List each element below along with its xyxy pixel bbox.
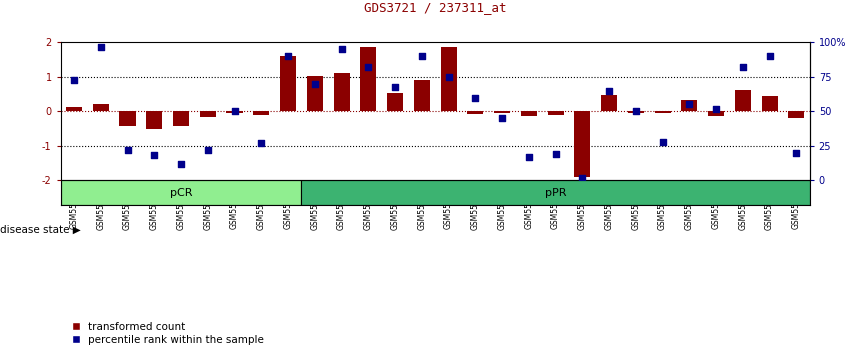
Point — [469, 95, 482, 101]
Bar — [628, 112, 643, 113]
Point — [763, 53, 777, 59]
Bar — [547, 112, 564, 115]
Text: GDS3721 / 237311_at: GDS3721 / 237311_at — [364, 1, 507, 14]
Point — [656, 139, 669, 144]
Point — [522, 154, 536, 160]
Point — [307, 81, 321, 87]
Bar — [253, 112, 269, 115]
Point — [67, 77, 81, 82]
Bar — [280, 56, 296, 112]
Point — [602, 88, 616, 93]
Text: pCR: pCR — [170, 188, 192, 198]
Bar — [301, 180, 810, 205]
Bar — [494, 112, 510, 113]
Bar — [333, 73, 350, 112]
Bar — [708, 112, 724, 115]
Point — [495, 115, 509, 121]
Point — [361, 64, 375, 70]
Text: disease state ▶: disease state ▶ — [0, 225, 81, 235]
Point — [575, 175, 589, 180]
Bar — [120, 112, 135, 126]
Bar — [601, 95, 617, 112]
Bar — [655, 112, 670, 113]
Point — [174, 161, 188, 167]
Bar — [574, 112, 591, 177]
Bar — [788, 112, 805, 118]
Bar — [61, 180, 301, 205]
Bar — [682, 100, 697, 112]
Text: pPR: pPR — [545, 188, 566, 198]
Bar — [761, 96, 778, 112]
Bar — [93, 104, 109, 112]
Bar — [468, 112, 483, 114]
Bar — [146, 112, 162, 129]
Point — [94, 44, 107, 50]
Point — [334, 46, 348, 52]
Point — [736, 64, 750, 70]
Bar — [414, 80, 430, 112]
Point — [388, 84, 402, 90]
Point — [629, 109, 643, 114]
Point — [201, 147, 215, 153]
Point — [442, 74, 456, 80]
Point — [255, 140, 268, 146]
Bar — [360, 47, 377, 112]
Bar — [307, 76, 323, 112]
Bar — [520, 112, 537, 115]
Bar — [173, 112, 189, 126]
Point — [709, 106, 723, 112]
Point — [228, 109, 242, 114]
Point — [549, 151, 563, 157]
Point — [120, 147, 134, 153]
Point — [790, 150, 804, 155]
Point — [281, 53, 295, 59]
Bar — [734, 90, 751, 112]
Legend: transformed count, percentile rank within the sample: transformed count, percentile rank withi… — [66, 317, 268, 349]
Bar — [66, 107, 82, 112]
Bar — [200, 112, 216, 116]
Bar — [387, 93, 403, 112]
Point — [415, 53, 429, 59]
Point — [147, 153, 161, 158]
Bar — [441, 47, 456, 112]
Point — [682, 102, 696, 107]
Bar — [227, 112, 242, 113]
